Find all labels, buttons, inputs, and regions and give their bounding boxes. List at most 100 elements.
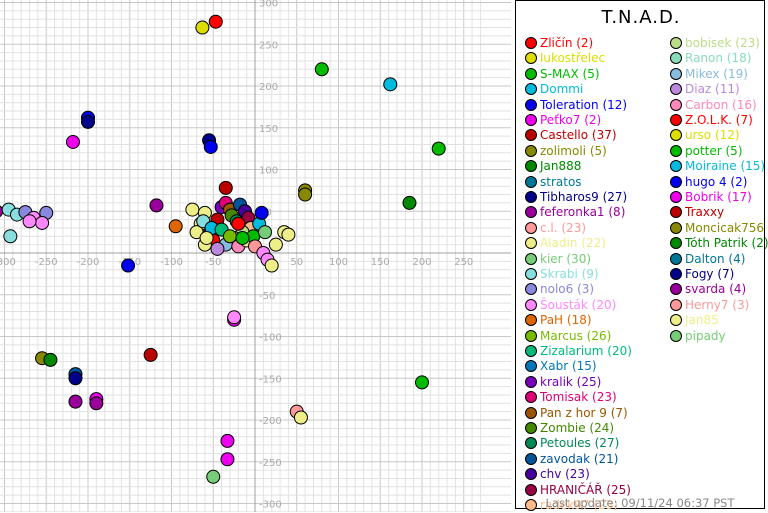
legend-swatch bbox=[670, 329, 682, 342]
legend-label: Dommi bbox=[540, 82, 584, 97]
legend-swatch bbox=[525, 468, 537, 481]
legend-swatch bbox=[670, 114, 682, 126]
chart-title: T.N.A.D. bbox=[601, 7, 681, 28]
data-point bbox=[431, 141, 446, 156]
y-tick-label: -300 bbox=[259, 500, 282, 511]
data-point bbox=[264, 258, 279, 273]
x-tick-label: 200 bbox=[412, 257, 431, 268]
data-point bbox=[203, 139, 218, 154]
legend-swatch bbox=[525, 422, 537, 434]
legend-label: Aladin (22) bbox=[540, 236, 606, 251]
legend-swatch bbox=[525, 314, 537, 327]
legend-label: Castello (37) bbox=[540, 128, 617, 143]
legend-swatch bbox=[670, 52, 682, 65]
data-point bbox=[3, 229, 18, 244]
y-tick-label: -100 bbox=[259, 333, 282, 344]
data-point bbox=[218, 180, 233, 195]
legend-swatch bbox=[670, 37, 682, 49]
legend-swatch bbox=[525, 375, 537, 388]
data-points bbox=[0, 14, 446, 484]
y-tick-label: 150 bbox=[259, 124, 278, 135]
legend-swatch bbox=[525, 252, 537, 265]
legend-label: Zizalarium (20) bbox=[540, 344, 632, 358]
legend-label: hugo 4 (2) bbox=[685, 174, 748, 189]
data-point bbox=[402, 195, 417, 210]
legend-swatch bbox=[670, 144, 682, 157]
data-point bbox=[298, 187, 313, 202]
legend-swatch bbox=[670, 237, 682, 250]
data-point bbox=[222, 229, 237, 244]
legend-label: stratos bbox=[540, 174, 582, 189]
legend-swatch bbox=[525, 52, 537, 65]
legend-swatch bbox=[525, 391, 537, 404]
legend-label: Zličín (2) bbox=[540, 36, 594, 50]
data-point bbox=[258, 225, 273, 240]
data-point bbox=[195, 20, 210, 35]
data-point bbox=[293, 410, 308, 425]
legend-label: feferonka1 (8) bbox=[540, 205, 626, 220]
legend-label: Skrabi (9) bbox=[540, 267, 599, 281]
legend-label: zavodak (21) bbox=[540, 451, 619, 466]
data-point bbox=[68, 371, 83, 386]
legend-label: Ranon (18) bbox=[685, 51, 752, 66]
scatter-plot: -350-300-250-200-150-100-505010015020025… bbox=[0, 0, 511, 512]
legend-label: Marcus (26) bbox=[540, 328, 612, 343]
legend-swatch bbox=[525, 144, 537, 157]
data-point bbox=[220, 452, 235, 467]
legend-swatch bbox=[525, 268, 537, 280]
data-point bbox=[199, 230, 214, 245]
legend-swatch bbox=[525, 237, 537, 250]
legend-swatch bbox=[670, 83, 682, 96]
legend-label: Pan z hor 9 (7) bbox=[540, 405, 628, 420]
legend: T.N.A.D. Zličín (2) lukostřelec S-MAX (5) D… bbox=[515, 0, 768, 512]
legend-label: urso (12) bbox=[685, 128, 740, 143]
legend-label: Tóth Patrik (2) bbox=[685, 236, 768, 251]
legend-swatch bbox=[525, 191, 537, 203]
legend-label: Traxxy bbox=[685, 205, 725, 220]
legend-label: Zombie (24) bbox=[540, 421, 615, 435]
x-tick-label: -200 bbox=[77, 257, 100, 268]
legend-label: potter (5) bbox=[685, 143, 743, 158]
legend-swatch bbox=[525, 37, 537, 49]
data-point bbox=[220, 433, 235, 448]
data-point bbox=[22, 214, 37, 229]
last-update-text: Last update: 09/11/24 06:37 PST bbox=[545, 496, 735, 510]
y-tick-label: -50 bbox=[259, 291, 275, 302]
legend-label: HRANIČÁŘ (25) bbox=[540, 482, 631, 497]
y-tick-label: 200 bbox=[259, 82, 278, 93]
data-point bbox=[121, 258, 136, 273]
legend-label: Jan85 bbox=[685, 313, 719, 328]
legend-swatch bbox=[670, 314, 682, 327]
legend-swatch bbox=[670, 160, 682, 173]
data-point bbox=[235, 230, 250, 245]
data-point bbox=[314, 62, 329, 77]
legend-label: kier (30) bbox=[540, 251, 592, 266]
legend-label: radek97 (23) bbox=[540, 498, 618, 512]
legend-label: Fogy (7) bbox=[685, 267, 735, 281]
data-point bbox=[185, 202, 200, 217]
legend-swatch bbox=[525, 437, 537, 450]
x-tick-label: 100 bbox=[329, 257, 348, 268]
legend-label: lukostřelec bbox=[540, 51, 606, 66]
legend-label: Diaz (11) bbox=[685, 82, 740, 97]
legend-swatch bbox=[525, 499, 537, 511]
data-point bbox=[281, 227, 296, 242]
y-tick-label: -150 bbox=[259, 374, 282, 385]
legend-label: Moncicak756 bbox=[685, 220, 765, 235]
data-point bbox=[43, 352, 58, 367]
data-point bbox=[35, 215, 50, 230]
x-tick-label: 50 bbox=[290, 257, 303, 268]
y-tick-label: -200 bbox=[259, 416, 282, 427]
legend-label: pipady bbox=[685, 328, 726, 343]
data-point bbox=[143, 347, 158, 362]
legend-label: Bobrik (17) bbox=[685, 190, 752, 204]
y-tick-label: 250 bbox=[259, 40, 278, 51]
legend-swatch bbox=[525, 160, 537, 173]
legend-swatch bbox=[525, 283, 537, 296]
data-point bbox=[81, 114, 95, 129]
legend-label: Toleration (12) bbox=[540, 97, 628, 112]
x-tick-label: -300 bbox=[0, 257, 16, 268]
legend-label: Moiraine (15) bbox=[685, 159, 766, 174]
data-point bbox=[254, 205, 269, 220]
legend-swatch bbox=[525, 98, 537, 111]
